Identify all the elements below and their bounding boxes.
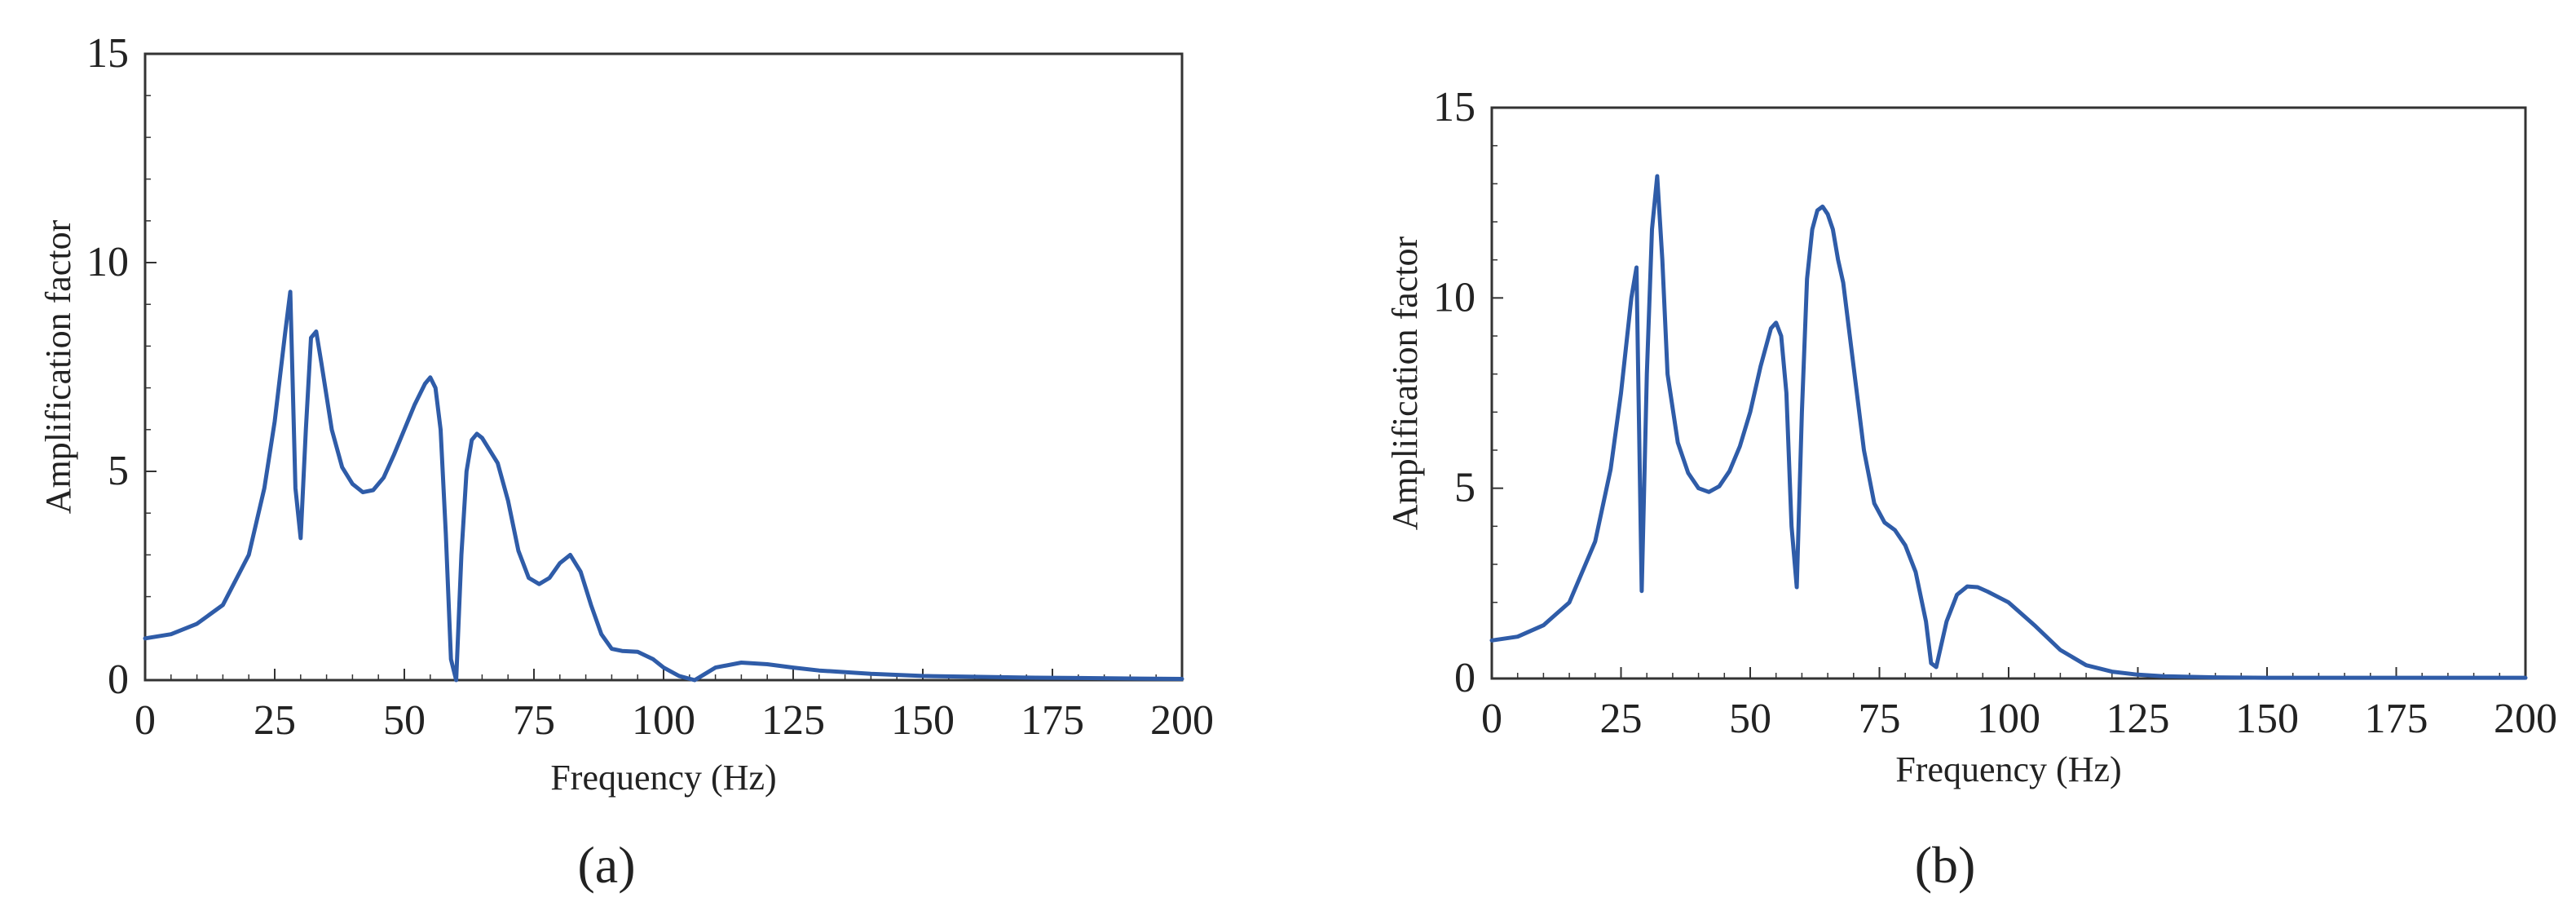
y-tick-label: 10 bbox=[1433, 274, 1475, 320]
x-axis-label: Frequency (Hz) bbox=[550, 758, 776, 798]
y-tick-labels: 0 5 10 15 bbox=[1433, 84, 1475, 701]
x-tick-label: 50 bbox=[383, 697, 426, 744]
x-axis-label: Frequency (Hz) bbox=[1895, 749, 2121, 789]
x-tick-label: 150 bbox=[2235, 696, 2299, 742]
x-tick-label: 50 bbox=[1729, 696, 1771, 742]
y-tick-label: 5 bbox=[1454, 465, 1475, 511]
x-tick-label: 75 bbox=[1859, 696, 1901, 742]
x-tick-labels: 0 25 50 75 100 125 150 175 200 bbox=[1481, 696, 2557, 742]
x-tick-label: 25 bbox=[1600, 696, 1643, 742]
x-tick-labels: 0 25 50 75 100 125 150 175 200 bbox=[135, 697, 1214, 744]
x-tick-label: 175 bbox=[1021, 697, 1084, 744]
x-tick-label: 0 bbox=[1481, 696, 1502, 742]
y-tick-label: 5 bbox=[108, 448, 129, 494]
panel-label: (a) bbox=[577, 836, 635, 894]
y-tick-labels: 0 5 10 15 bbox=[86, 30, 129, 703]
x-tick-label: 125 bbox=[761, 697, 825, 744]
series-line bbox=[1489, 174, 2528, 680]
chart-panel-b: 0 5 10 15 0 25 50 75 100 125 150 175 200 Frequency … bbox=[1385, 84, 2557, 894]
x-tick-label: 25 bbox=[254, 697, 296, 744]
x-tick-label: 175 bbox=[2365, 696, 2428, 742]
y-tick-label: 0 bbox=[1454, 655, 1475, 701]
y-tick-label: 0 bbox=[108, 656, 129, 703]
y-tick-label: 15 bbox=[86, 30, 129, 77]
x-tick-label: 150 bbox=[891, 697, 955, 744]
x-tick-label: 75 bbox=[513, 697, 555, 744]
x-tick-label: 100 bbox=[632, 697, 695, 744]
panel-label: (b) bbox=[1915, 836, 1976, 894]
series-line bbox=[143, 290, 1184, 683]
x-tick-label: 0 bbox=[135, 697, 156, 744]
x-tick-label: 200 bbox=[1150, 697, 1214, 744]
x-tick-label: 200 bbox=[2494, 696, 2557, 742]
y-axis-label: Amplification factor bbox=[1385, 236, 1425, 530]
plot-frame bbox=[143, 52, 1184, 682]
x-tick-label: 100 bbox=[1977, 696, 2040, 742]
chart-panel-a: 0 5 10 15 0 25 50 75 100 125 150 175 200 Frequency … bbox=[38, 30, 1214, 894]
y-ticks bbox=[145, 53, 157, 681]
y-axis-label: Amplification factor bbox=[38, 219, 78, 514]
y-ticks bbox=[1492, 107, 1503, 679]
y-tick-label: 10 bbox=[86, 239, 129, 285]
x-tick-label: 125 bbox=[2106, 696, 2170, 742]
y-tick-label: 15 bbox=[1433, 84, 1475, 130]
